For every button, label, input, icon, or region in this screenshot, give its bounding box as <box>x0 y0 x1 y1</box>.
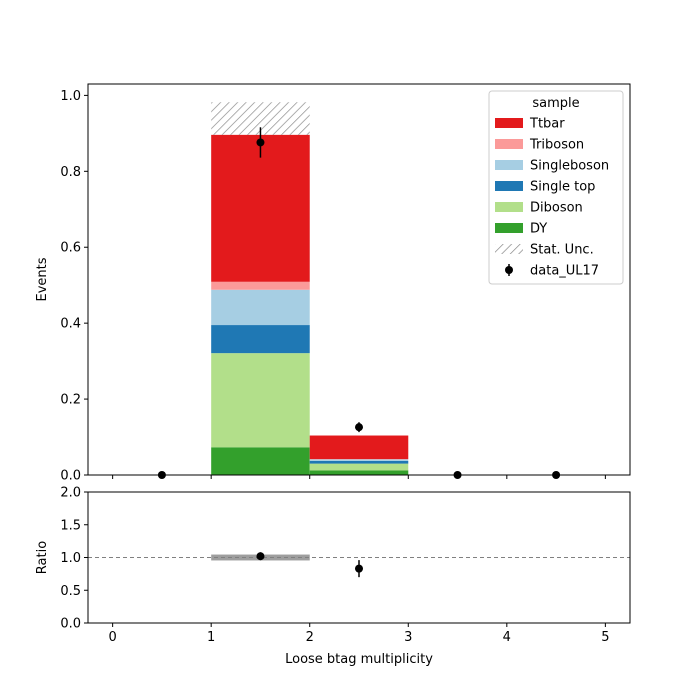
legend-label-triboson: Triboson <box>529 138 584 153</box>
ratio-point-1 <box>355 564 363 573</box>
main-axes-frame <box>87 83 631 476</box>
ratio-xtick-label-2: 2 <box>306 630 314 645</box>
ratio-point-0 <box>256 552 265 561</box>
main-ylabel: Events <box>35 257 50 301</box>
ratio-ytick-label-1: 0.5 <box>60 584 81 599</box>
ratio-ytick-label-2: 1.0 <box>60 551 81 566</box>
legend-label-diboson: Diboson <box>530 201 583 216</box>
legend-label-singleboson: Singleboson <box>530 159 609 174</box>
bar-dy-bin-1 <box>211 447 310 475</box>
ratio-xtick-label-3: 3 <box>404 630 412 645</box>
legend-marker-data-ul17 <box>505 266 513 274</box>
ratio-xlabel: Loose btag multiplicity <box>285 652 433 667</box>
data-point-2 <box>355 423 363 432</box>
legend-swatch-single-top <box>495 181 523 191</box>
legend-swatch-singleboson <box>495 160 523 170</box>
ratio-axes-frame <box>87 491 631 624</box>
main-plot: 0.0 0.2 0.4 0.6 0.8 1.0 Events <box>35 83 631 484</box>
bar-singleboson-bin-1 <box>211 289 310 326</box>
ratio-plot: 0.0 0.5 1.0 1.5 2.0 0 1 2 3 4 5 Loose btag multipli… <box>35 486 631 667</box>
bar-triboson-bin-1 <box>211 281 310 290</box>
ratio-ytick-label-4: 2.0 <box>60 486 81 501</box>
data-point-1 <box>256 138 265 147</box>
legend: sample Ttbar Triboson Singleboson Single top… <box>488 90 624 285</box>
ratio-ytick-label-3: 1.5 <box>60 518 81 533</box>
bar-singleboson-bin-2 <box>309 459 409 461</box>
bar-single-top-bin-1 <box>211 325 310 354</box>
legend-label-ttbar: Ttbar <box>529 117 565 132</box>
legend-label-single-top: Single top <box>530 180 595 195</box>
legend-label-dy: DY <box>530 222 547 237</box>
main-ytick-label-5: 1.0 <box>60 89 81 104</box>
legend-title: sample <box>532 96 579 111</box>
legend-label-stat-unc-: Stat. Unc. <box>530 243 594 258</box>
ratio-xtick-label-0: 0 <box>108 630 116 645</box>
main-ytick-label-0: 0.0 <box>60 469 81 484</box>
bar-single-top-bin-2 <box>309 460 409 464</box>
ratio-xtick-label-1: 1 <box>207 630 215 645</box>
main-ytick-label-4: 0.8 <box>60 165 81 180</box>
ratio-xtick-label-4: 4 <box>503 630 511 645</box>
legend-label-data-ul17: data_UL17 <box>530 264 599 279</box>
main-ytick-label-2: 0.4 <box>60 317 81 332</box>
ratio-xtick-label-5: 5 <box>601 630 609 645</box>
bar-ttbar-bin-2 <box>309 435 409 460</box>
legend-swatch-stat-unc- <box>495 244 523 254</box>
legend-swatch-dy <box>495 223 523 233</box>
legend-swatch-triboson <box>495 139 523 149</box>
bar-dy-bin-2 <box>309 470 409 475</box>
legend-swatch-ttbar <box>495 118 523 128</box>
main-ytick-label-3: 0.6 <box>60 241 81 256</box>
ratio-ylabel: Ratio <box>35 541 50 574</box>
bar-diboson-bin-1 <box>211 353 310 448</box>
legend-swatch-diboson <box>495 202 523 212</box>
bar-ttbar-bin-1 <box>211 134 310 282</box>
bar-diboson-bin-2 <box>309 463 409 471</box>
main-ytick-label-1: 0.2 <box>60 393 81 408</box>
ratio-ytick-label-0: 0.0 <box>60 617 81 632</box>
